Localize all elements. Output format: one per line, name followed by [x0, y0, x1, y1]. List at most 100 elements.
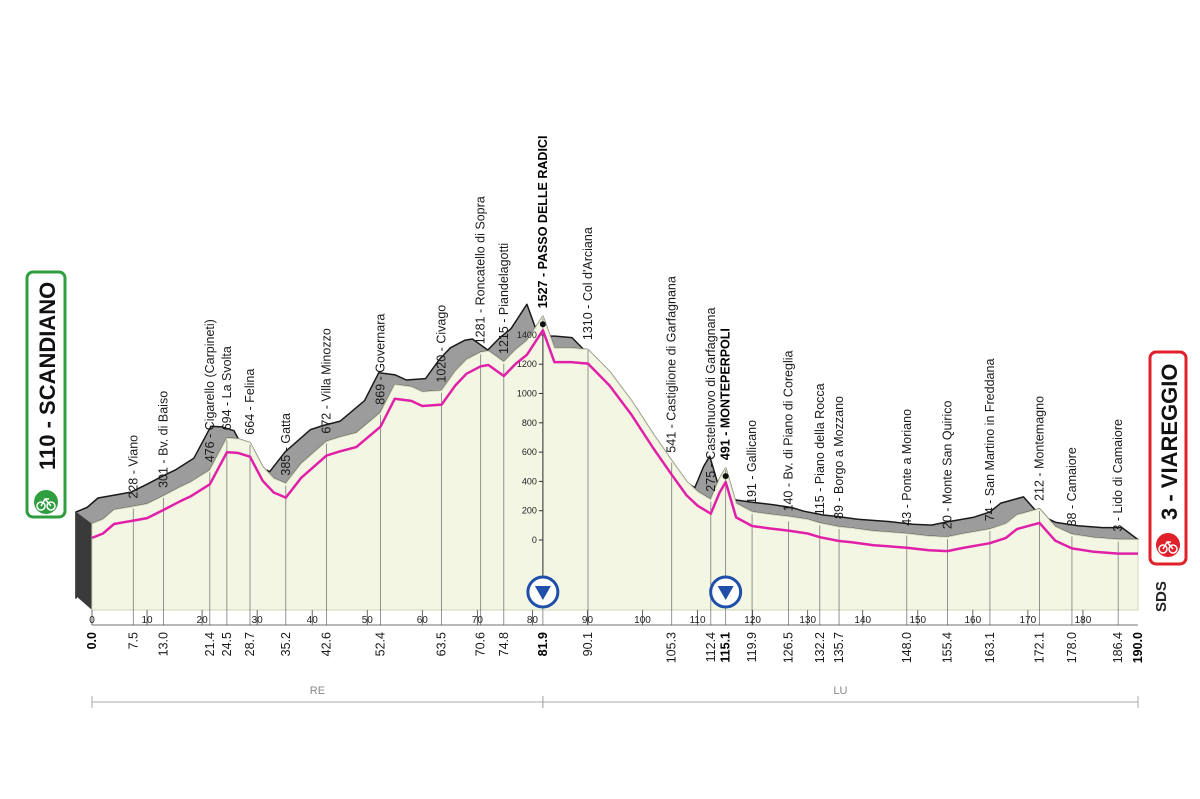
profile-left-side [76, 511, 92, 610]
distance-tick-label-10: 10 [141, 615, 153, 626]
altitude-axis: 0 200 400 600 800 1000 1200 1400 [517, 330, 544, 600]
location-label-14: 275 - Castelnuovo di Garfagnana [704, 308, 718, 492]
distance-tick-label-30: 30 [252, 615, 264, 626]
province-bar: RE LU [91, 685, 1139, 708]
location-label-1: 301 - Bv. di Baiso [157, 391, 171, 488]
distance-tick-label-130: 130 [799, 615, 816, 626]
distance-tick-label-0: 0 [89, 615, 95, 626]
location-label-9: 1281 - Roncatello di Sopra [474, 196, 488, 344]
location-label-17: 140 - Bv. di Piano di Coreglia [781, 350, 795, 511]
kom-triangle-icon-0 [534, 586, 551, 600]
km-label-3: 21.4 [203, 632, 217, 656]
location-label-7: 869 - Governara [374, 314, 388, 405]
location-label-25: 3 - Lido di Camaiore [1111, 419, 1125, 532]
location-label-22: 74 - San Martino in Freddana [983, 359, 997, 522]
location-label-19: 89 - Borgo a Mozzano [832, 396, 846, 519]
distance-tick-label-140: 140 [854, 615, 871, 626]
km-label-13: 90.1 [581, 632, 595, 656]
location-label-24: 38 - Camaiore [1065, 447, 1079, 526]
distance-tick-label-70: 70 [472, 615, 484, 626]
location-label-20: 43 - Ponte a Moriano [900, 409, 914, 526]
location-label-18: 115 - Piano della Rocca [813, 383, 827, 515]
altitude-tick-label-400: 400 [522, 476, 537, 486]
km-label-12: 81.9 [536, 632, 550, 656]
km-drop-lines [132, 318, 1119, 625]
km-label-6: 35.2 [279, 632, 293, 656]
location-label-4: 664 - Felina [243, 369, 257, 435]
altitude-tick-label-1000: 1000 [517, 389, 537, 399]
distance-tick-label-90: 90 [582, 615, 594, 626]
finish-city-label: 3 - VIAREGGIO [1157, 364, 1182, 520]
altitude-tick-label-1200: 1200 [517, 359, 537, 369]
km-label-4: 24.5 [220, 632, 234, 656]
distance-tick-label-180: 180 [1075, 615, 1092, 626]
distance-tick-label-170: 170 [1020, 615, 1037, 626]
km-label-26: 186.4 [1111, 632, 1125, 663]
start-city-label: 110 - SCANDIANO [35, 282, 60, 470]
distance-tick-label-40: 40 [307, 615, 319, 626]
km-label-10: 70.6 [474, 632, 488, 656]
distance-tick-label-160: 160 [964, 615, 981, 626]
km-label-7: 42.6 [320, 632, 334, 656]
altitude-tick-label-800: 800 [522, 418, 537, 428]
altitude-tick-label-1400: 1400 [517, 330, 537, 340]
km-label-2: 13.0 [157, 632, 171, 656]
km-label-0: 0.0 [85, 632, 99, 649]
finish-wheel-left [1158, 544, 1168, 554]
start-badge-frame [25, 270, 67, 519]
kom-triangle-icon-1 [717, 586, 734, 600]
finish-bike-frame [1162, 540, 1174, 550]
km-label-21: 148.0 [900, 632, 914, 663]
finish-badge: 3 - VIAREGGIO [1148, 350, 1188, 566]
finish-cyclist-icon [1156, 533, 1180, 557]
altitude-tick-label-0: 0 [532, 535, 537, 545]
distance-axis: 0 10 20 30 40 50 60 70 80 90 100 110 120 130 140 150 160… [89, 610, 1138, 626]
km-label-22: 155.4 [941, 632, 955, 663]
distance-tick-label-20: 20 [197, 615, 209, 626]
location-label-11: 1527 - PASSO DELLE RADICI [536, 136, 550, 309]
finish-badge-frame [1148, 350, 1188, 566]
distance-tick-label-100: 100 [634, 615, 651, 626]
km-label-8: 52.4 [374, 632, 388, 656]
location-label-15: 491 - MONTEPERPOLI [719, 328, 733, 460]
location-label-12: 1310 - Col d'Arciana [581, 227, 595, 340]
kom-markers [526, 321, 743, 609]
location-label-23: 212 - Montemagno [1033, 396, 1047, 501]
start-cyclist-icon [34, 490, 58, 514]
location-label-10: 1215 - Piandelagotti [497, 243, 511, 354]
km-label-14: 105.3 [665, 632, 679, 663]
km-label-19: 132.2 [813, 632, 827, 663]
distance-tick-label-150: 150 [909, 615, 926, 626]
distance-tick-label-50: 50 [362, 615, 374, 626]
altitude-tick-label-200: 200 [522, 506, 537, 516]
start-bike-frame [40, 497, 52, 507]
finish-wheel-right [1168, 544, 1178, 554]
kom-summit-dot-0 [539, 321, 546, 328]
location-label-5: 385 - Gatta [279, 413, 293, 476]
start-badge: 110 - SCANDIANO [25, 270, 67, 519]
location-label-21: 20 - Monte San Quirico [941, 401, 955, 530]
km-label-20: 135.7 [832, 632, 846, 663]
distance-tick-label-120: 120 [744, 615, 761, 626]
location-label-16: 191 - Gallicano [745, 420, 759, 504]
profile-front-fill [91, 315, 1139, 611]
profile-fill-layer [91, 315, 1139, 611]
location-labels: 228 - Viano 301 - Bv. di Baiso 476 - Cigar… [126, 136, 1125, 532]
altitude-tick-label-600: 600 [522, 447, 537, 457]
start-wheel-left [36, 501, 46, 511]
km-label-25: 178.0 [1065, 632, 1079, 663]
km-labels: 0.0 7.5 13.0 21.4 24.5 28.7 35.2 42.6 52.4 63.5 70… [85, 632, 1145, 663]
location-label-8: 1020 - Civago [435, 305, 449, 383]
location-label-0: 228 - Viano [126, 435, 140, 499]
distance-tick-label-60: 60 [417, 615, 429, 626]
brand-logo: SDS [1153, 581, 1170, 612]
km-label-17: 119.9 [745, 632, 759, 662]
route-line [91, 329, 1138, 555]
location-label-2: 476 - Cigarello (Carpineti) [203, 319, 217, 462]
distance-tick-label-110: 110 [690, 615, 706, 626]
km-label-24: 172.1 [1033, 632, 1047, 663]
km-label-23: 163.1 [983, 632, 997, 663]
km-label-27: 190.0 [1131, 632, 1145, 663]
